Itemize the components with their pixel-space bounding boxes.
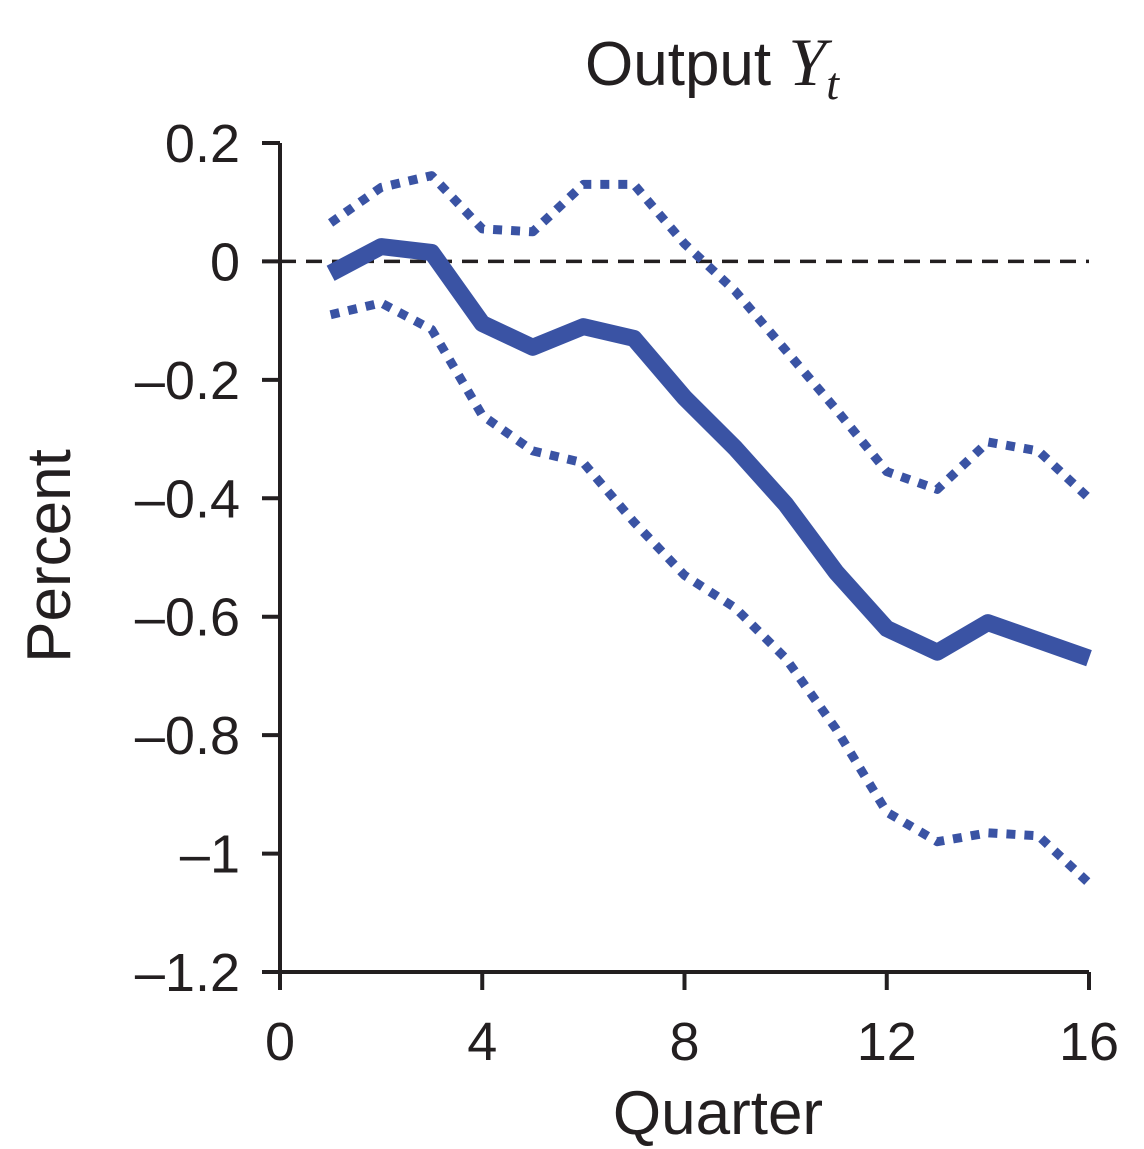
axes-frame xyxy=(278,143,1089,974)
x-tick-label: 8 xyxy=(669,1012,699,1072)
y-axis-title: Percent xyxy=(15,449,84,663)
series-line-upper-band xyxy=(328,171,1093,502)
x-tick-labels: 0 4 8 12 16 xyxy=(265,1012,1119,1072)
y-tick-label: 0.2 xyxy=(165,114,240,174)
y-tick-label: –0.6 xyxy=(135,588,240,648)
y-tick-label: –0.8 xyxy=(135,706,240,766)
series-line-estimate xyxy=(326,238,1092,667)
y-tick-label: –0.2 xyxy=(135,351,240,411)
y-tick-label: –0.4 xyxy=(135,469,240,529)
x-axis-title: Quarter xyxy=(613,1079,823,1148)
x-tick-label: 12 xyxy=(857,1012,917,1072)
chart-title: Output Yt xyxy=(585,24,840,109)
axis-ticks xyxy=(262,141,1091,990)
x-tick-label: 0 xyxy=(265,1012,295,1072)
x-tick-label: 16 xyxy=(1059,1012,1119,1072)
y-tick-labels: 0.2 0 –0.2 –0.4 –0.6 –0.8 –1 –1.2 xyxy=(135,114,240,1003)
x-tick-label: 4 xyxy=(467,1012,497,1072)
y-tick-label: –1 xyxy=(180,825,240,885)
y-tick-label: –1.2 xyxy=(135,943,240,1003)
y-tick-label: 0 xyxy=(210,232,240,292)
series-line-lower-band xyxy=(329,298,1093,887)
series-group xyxy=(326,171,1093,887)
